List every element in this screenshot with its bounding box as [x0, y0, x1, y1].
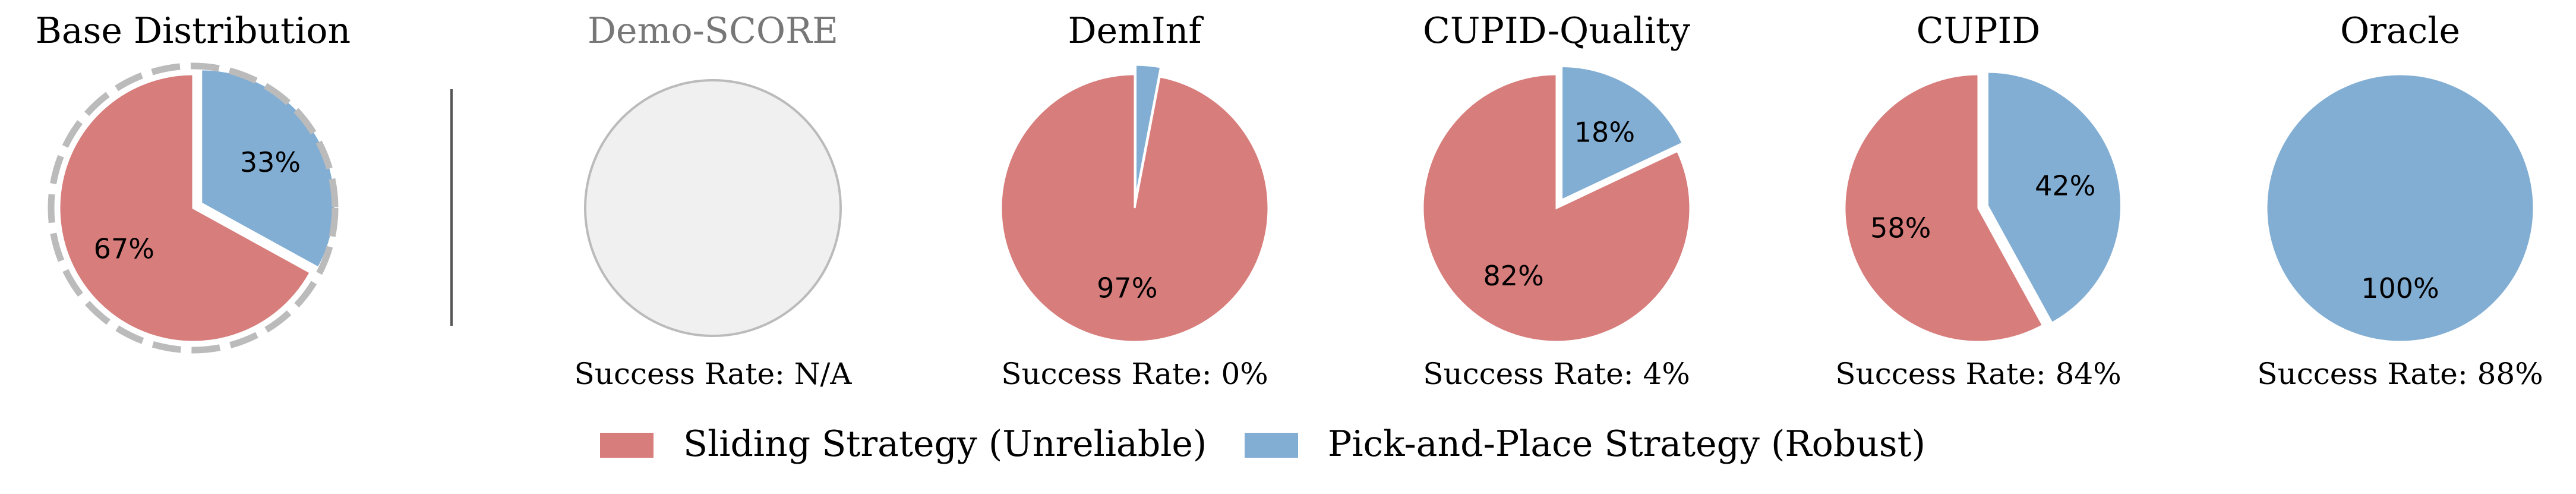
pie-title-base-distribution: Base Distribution [36, 10, 351, 52]
pie-label-pick-and-place: 18% [1574, 117, 1635, 149]
pie-base-distribution: Base Distribution 67% 33% [36, 10, 351, 354]
pie-wedge-pick-and-place [2265, 73, 2535, 343]
pie-label-pick-and-place: 42% [2035, 169, 2095, 202]
pie-deminf: DemInf 97% Success Rate: 0% [1000, 10, 1270, 391]
legend-label-pick-and-place: Pick-and-Place Strategy (Robust) [1328, 423, 1925, 465]
pie-label-sliding: 82% [1483, 260, 1544, 292]
pie-charts-row: Base Distribution 67% 33% Demo-SCORE Success… [36, 10, 2543, 391]
pie-wedge-pick-and-place [1135, 64, 1162, 199]
pie-dashed-outline [48, 62, 339, 354]
legend-label-sliding: Sliding Strategy (Unreliable) [683, 423, 1207, 465]
legend-swatch-pick-and-place [1245, 433, 1298, 458]
pie-label-sliding: 58% [1870, 212, 1931, 244]
pie-cupid: CUPID 58% 42% Success Rate: 84% [1835, 10, 2122, 391]
pie-label-pick-and-place: 33% [240, 146, 301, 178]
pie-wedge-sliding [58, 73, 312, 343]
pie-wedge-sliding [1422, 73, 1691, 343]
success-rate-cupid: Success Rate: 84% [1835, 357, 2121, 391]
success-rate-demo-score: Success Rate: N/A [574, 357, 853, 391]
pie-demo-score: Demo-SCORE Success Rate: N/A [574, 10, 853, 391]
pie-wedge-pick-and-place [1561, 65, 1684, 202]
pie-title-cupid-quality: CUPID-Quality [1423, 10, 1690, 52]
success-rate-oracle: Success Rate: 88% [2257, 357, 2543, 391]
pie-title-demo-score: Demo-SCORE [588, 10, 838, 52]
pie-cupid-quality: CUPID-Quality 82% 18% Success Rate: 4% [1422, 10, 1691, 391]
pie-oracle: Oracle 100% Success Rate: 88% [2257, 10, 2543, 391]
pie-placeholder-circle [584, 79, 842, 337]
pie-label-sliding: 97% [1097, 272, 1157, 304]
pie-wedge-pick-and-place [1987, 71, 2122, 325]
legend: Sliding Strategy (Unreliable) Pick-and-P… [600, 423, 1925, 465]
pie-label-sliding: 67% [94, 233, 154, 265]
success-rate-cupid-quality: Success Rate: 4% [1423, 357, 1690, 391]
pie-label-pick-and-place: 100% [2361, 272, 2439, 304]
success-rate-deminf: Success Rate: 0% [1001, 357, 1268, 391]
pie-wedge-sliding [1843, 73, 2044, 343]
pie-title-deminf: DemInf [1068, 10, 1204, 52]
legend-swatch-sliding [600, 433, 654, 458]
pie-wedge-sliding [1000, 73, 1270, 343]
pie-title-cupid: CUPID [1917, 10, 2041, 52]
pie-title-oracle: Oracle [2340, 10, 2460, 52]
